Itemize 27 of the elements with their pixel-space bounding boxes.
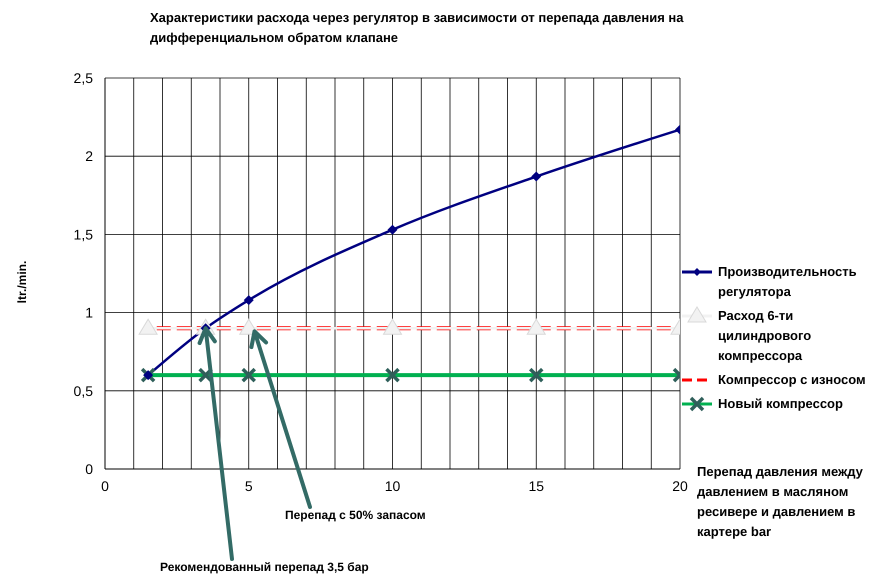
point	[388, 224, 398, 235]
y-tick-label: 2	[85, 148, 94, 164]
y-tick-label: 2,5	[74, 70, 94, 86]
y-axis-title: ltr./min.	[15, 260, 29, 304]
chart-title: Характеристики расхода через регулятор в зависимости от перепада давления на дифференциальном обратом клапане	[150, 9, 685, 47]
x-tick-label: 5	[244, 478, 253, 494]
point	[244, 295, 254, 306]
legend-label: Производительность регулятора	[718, 263, 858, 301]
legend-label: Компрессор с износом	[718, 371, 866, 389]
legend-label: Расход 6-ти цилиндрового компрессора	[718, 307, 812, 365]
annotation: Перепад с 50% запасом	[285, 508, 426, 522]
y-tick-label: 0,5	[74, 382, 94, 399]
point	[138, 318, 158, 335]
y-tick-label: 0	[85, 461, 94, 477]
x-tick-label: 20	[672, 478, 688, 494]
point	[143, 370, 154, 380]
point	[526, 318, 546, 335]
x-tick-label: 15	[528, 478, 544, 494]
y-tick-label: 1,5	[74, 226, 94, 242]
legend-label: Новый компрессор	[718, 395, 843, 413]
annotation: Рекомендованный перепад 3,5 бар	[160, 560, 369, 574]
point	[531, 172, 542, 182]
x-axis-title: Перепад давления между давлением в масляном ресивере и давлением в картере bar	[697, 463, 864, 541]
y-tick-label: 1	[85, 304, 94, 321]
x-tick-label: 0	[101, 478, 110, 494]
x-tick-label: 10	[384, 478, 400, 494]
point	[383, 318, 402, 335]
